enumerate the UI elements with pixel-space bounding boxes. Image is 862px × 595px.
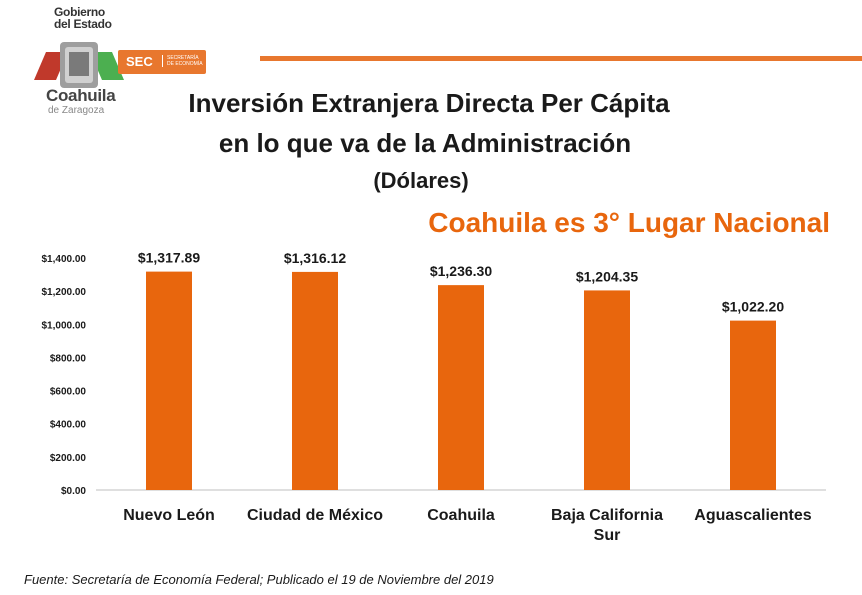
x-tick-label: Aguascalientes <box>694 507 811 524</box>
sec-subtitle-line-1: SECRETARÍA <box>167 55 199 61</box>
coat-of-arms-icon <box>34 42 124 88</box>
government-line-1: Gobierno <box>54 5 105 19</box>
chart-title-line-2: en lo que va de la Administración <box>218 128 632 158</box>
data-label: $1,236.30 <box>430 263 492 279</box>
x-tick-label: Ciudad de México <box>247 507 383 524</box>
chart-title-line-1: Inversión Extranjera Directa Per Cápita <box>188 88 670 118</box>
x-tick-label: Coahuila <box>427 507 495 524</box>
source-note: Fuente: Secretaría de Economía Federal; … <box>24 572 494 587</box>
x-tick-label: Nuevo León <box>123 507 215 524</box>
ranking-highlight: Coahuila es 3° Lugar Nacional <box>428 207 830 238</box>
y-tick-label: $400.00 <box>50 420 87 431</box>
header-divider <box>260 56 862 61</box>
state-name: Coahuila <box>46 86 116 105</box>
government-logo: Gobierno del Estado Coahuila de Zaragoza… <box>34 6 214 118</box>
data-label: $1,022.20 <box>722 299 784 315</box>
bar <box>146 271 192 490</box>
government-name: Gobierno del Estado <box>54 6 112 30</box>
sec-logo: SEC SECRETARÍA DE ECONOMÍA <box>118 50 206 74</box>
chart-subtitle-units: (Dólares) <box>373 168 469 193</box>
data-label: $1,317.89 <box>138 250 200 266</box>
x-tick-label: Baja California Sur <box>551 507 663 544</box>
sec-subtitle-line-2: DE ECONOMÍA <box>167 61 203 67</box>
sec-subtitle: SECRETARÍA DE ECONOMÍA <box>162 55 203 67</box>
y-tick-label: $200.00 <box>50 453 87 464</box>
data-label: $1,204.35 <box>576 268 638 284</box>
bar <box>292 271 338 490</box>
bar <box>438 285 484 490</box>
sec-label: SEC <box>126 54 153 69</box>
y-tick-label: $600.00 <box>50 387 87 398</box>
y-tick-label: $1,200.00 <box>42 287 87 298</box>
state-suffix: de Zaragoza <box>48 105 105 116</box>
y-tick-label: $800.00 <box>50 353 87 364</box>
y-tick-label: $0.00 <box>61 486 86 497</box>
bar <box>584 290 630 490</box>
y-tick-label: $1,400.00 <box>42 254 87 265</box>
y-tick-label: $1,000.00 <box>42 320 87 331</box>
data-label: $1,316.12 <box>284 250 346 266</box>
government-line-2: del Estado <box>54 17 112 31</box>
bar <box>730 320 776 490</box>
bar-chart: $0.00 $200.00 $400.00 $600.00 $800.00 $1,000.… <box>42 250 826 544</box>
